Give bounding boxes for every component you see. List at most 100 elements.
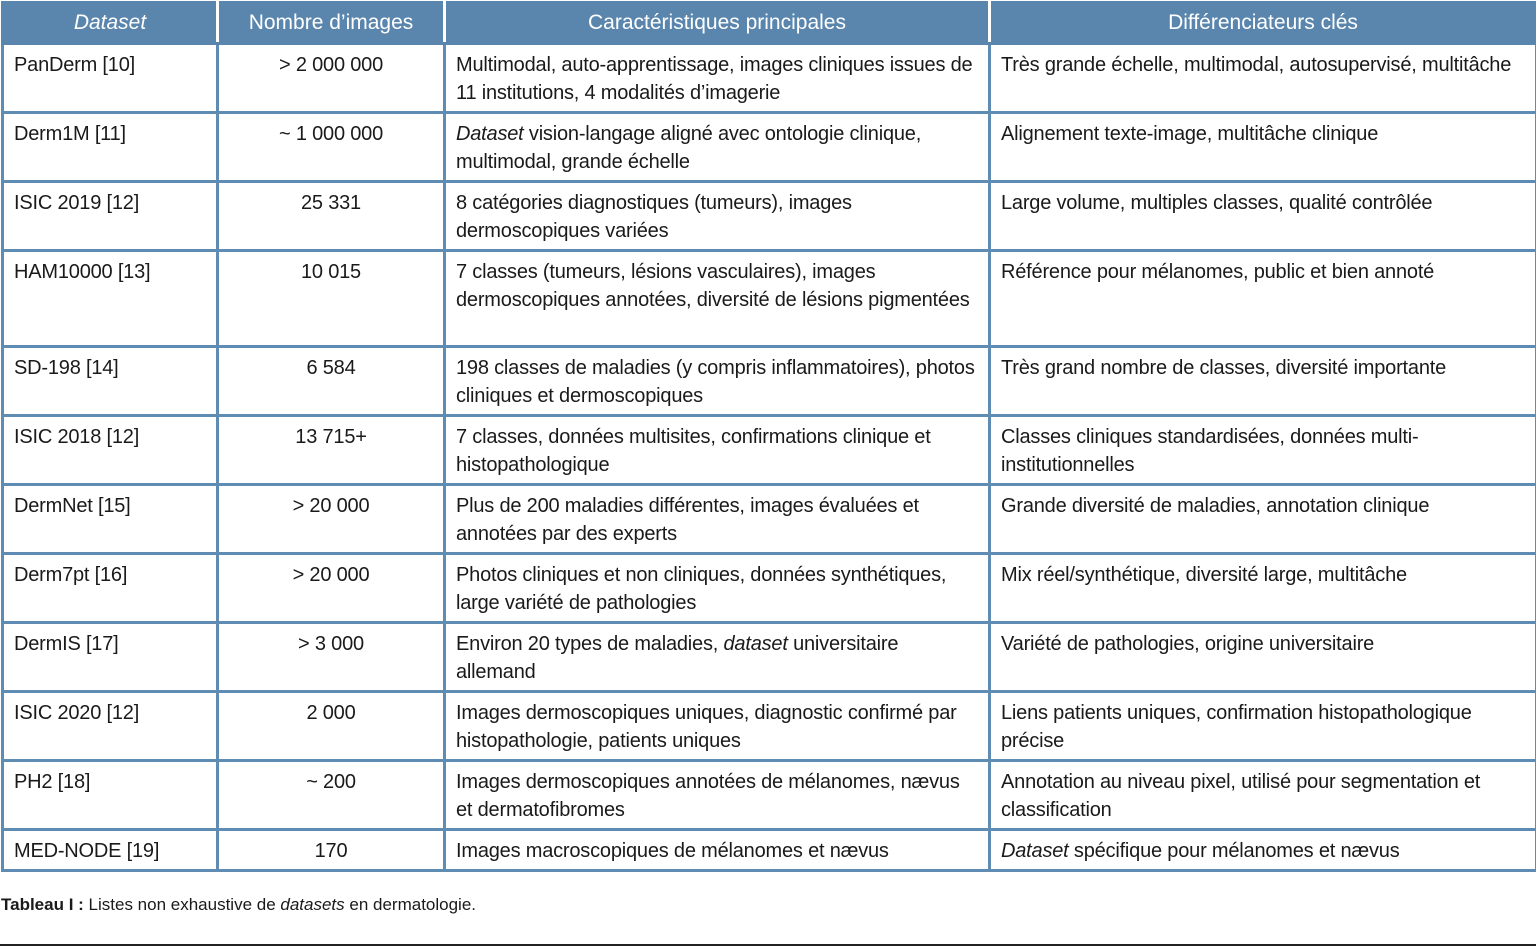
cell-text: Dataset [1001, 840, 1069, 862]
cell-image-count: 170 [216, 828, 446, 872]
cell-dataset-name: MED-NODE [19] [1, 828, 219, 872]
table-header-row: Dataset Nombre d’images Caractéristiques… [1, 1, 1536, 45]
cell-dataset-name: PH2 [18] [1, 759, 219, 831]
cell-text: Large volume, multiples classes, qualité… [1001, 192, 1433, 214]
cell-text: Variété de pathologies, origine universi… [1001, 633, 1375, 655]
cell-text: Dataset [456, 123, 524, 145]
header-features: Caractéristiques principales [443, 1, 991, 45]
caption-text: Listes non exhaustive de [83, 895, 281, 914]
cell-image-count: ~ 200 [216, 759, 446, 831]
cell-text: universitaire allemand [456, 633, 899, 683]
table-row: ISIC 2019 [12] 25 331 8 catégories diagnos… [1, 180, 1536, 252]
cell-text: 8 catégories diagnostiques (tumeurs), im… [456, 192, 852, 242]
cell-features: Images dermoscopiques annotées de mélano… [443, 759, 991, 831]
cell-dataset-name: ISIC 2018 [12] [1, 414, 219, 486]
cell-differentiators: Très grand nombre de classes, diversité … [988, 345, 1536, 417]
table-row: DermIS [17] > 3 000 Environ 20 types de ma… [1, 621, 1536, 693]
cell-dataset-name: SD-198 [14] [1, 345, 219, 417]
table-row: ISIC 2020 [12] 2 000 Images dermoscopiques… [1, 690, 1536, 762]
cell-features: Images macroscopiques de mélanomes et næ… [443, 828, 991, 872]
cell-text: Annotation au niveau pixel, utilisé pour… [1001, 771, 1481, 821]
header-dataset: Dataset [1, 1, 219, 45]
cell-differentiators: Annotation au niveau pixel, utilisé pour… [988, 759, 1536, 831]
cell-features: Environ 20 types de maladies, dataset un… [443, 621, 991, 693]
cell-text: Liens patients uniques, confirmation his… [1001, 702, 1472, 752]
cell-dataset-name: Derm7pt [16] [1, 552, 219, 624]
table-row: MED-NODE [19] 170 Images macroscopiques de… [1, 828, 1536, 872]
table-row: DermNet [15] > 20 000 Plus de 200 maladies… [1, 483, 1536, 555]
cell-features: Images dermoscopiques uniques, diagnosti… [443, 690, 991, 762]
cell-features: Multimodal, auto-apprentissage, images c… [443, 42, 991, 114]
cell-text: Images dermoscopiques annotées de mélano… [456, 771, 960, 821]
cell-differentiators: Classes cliniques standardisées, données… [988, 414, 1536, 486]
cell-features: 198 classes de maladies (y compris infla… [443, 345, 991, 417]
cell-text: Photos cliniques et non cliniques, donné… [456, 564, 947, 614]
cell-text: Mix réel/synthétique, diversité large, m… [1001, 564, 1407, 586]
cell-image-count: 2 000 [216, 690, 446, 762]
cell-text: Images dermoscopiques uniques, diagnosti… [456, 702, 957, 752]
cell-features: 7 classes, données multisites, confirmat… [443, 414, 991, 486]
cell-text: Plus de 200 maladies différentes, images… [456, 495, 919, 545]
cell-text: Grande diversité de maladies, annotation… [1001, 495, 1430, 517]
cell-text: Environ 20 types de maladies, [456, 633, 724, 655]
cell-dataset-name: ISIC 2019 [12] [1, 180, 219, 252]
cell-differentiators: Référence pour mélanomes, public et bien… [988, 249, 1536, 348]
cell-text: Alignement texte-image, multitâche clini… [1001, 123, 1379, 145]
cell-text: Classes cliniques standardisées, données… [1001, 426, 1419, 476]
cell-image-count: 25 331 [216, 180, 446, 252]
divider [0, 944, 1536, 946]
cell-differentiators: Large volume, multiples classes, qualité… [988, 180, 1536, 252]
cell-text: Multimodal, auto-apprentissage, images c… [456, 54, 973, 104]
table-row: HAM10000 [13] 10 015 7 classes (tumeurs, l… [1, 249, 1536, 348]
cell-image-count: > 2 000 000 [216, 42, 446, 114]
cell-differentiators: Grande diversité de maladies, annotation… [988, 483, 1536, 555]
cell-image-count: 10 015 [216, 249, 446, 348]
cell-text: Très grand nombre de classes, diversité … [1001, 357, 1447, 379]
cell-dataset-name: ISIC 2020 [12] [1, 690, 219, 762]
cell-image-count: > 20 000 [216, 552, 446, 624]
cell-image-count: ~ 1 000 000 [216, 111, 446, 183]
cell-differentiators: Dataset spécifique pour mélanomes et næv… [988, 828, 1536, 872]
cell-text: Très grande échelle, multimodal, autosup… [1001, 54, 1512, 76]
cell-text: 7 classes, données multisites, confirmat… [456, 426, 931, 476]
cell-differentiators: Alignement texte-image, multitâche clini… [988, 111, 1536, 183]
cell-image-count: > 20 000 [216, 483, 446, 555]
header-count: Nombre d’images [216, 1, 446, 45]
cell-dataset-name: DermIS [17] [1, 621, 219, 693]
cell-text: Référence pour mélanomes, public et bien… [1001, 261, 1435, 283]
cell-dataset-name: Derm1M [11] [1, 111, 219, 183]
caption-italic: datasets [280, 895, 345, 914]
table-row: ISIC 2018 [12] 13 715+ 7 classes, données … [1, 414, 1536, 486]
cell-differentiators: Liens patients uniques, confirmation his… [988, 690, 1536, 762]
datasets-table: Dataset Nombre d’images Caractéristiques… [1, 1, 1536, 872]
header-differentiators: Différenciateurs clés [988, 1, 1536, 45]
cell-features: 8 catégories diagnostiques (tumeurs), im… [443, 180, 991, 252]
table-caption: Tableau I : Listes non exhaustive de dat… [1, 895, 476, 915]
cell-differentiators: Très grande échelle, multimodal, autosup… [988, 42, 1536, 114]
cell-features: Photos cliniques et non cliniques, donné… [443, 552, 991, 624]
cell-image-count: 13 715+ [216, 414, 446, 486]
cell-text: spécifique pour mélanomes et nævus [1068, 840, 1400, 862]
cell-differentiators: Mix réel/synthétique, diversité large, m… [988, 552, 1536, 624]
cell-text: 7 classes (tumeurs, lésions vasculaires)… [456, 261, 970, 311]
table-row: Derm7pt [16] > 20 000 Photos cliniques et … [1, 552, 1536, 624]
cell-differentiators: Variété de pathologies, origine universi… [988, 621, 1536, 693]
caption-label: Tableau I : [1, 895, 84, 914]
cell-features: Dataset vision-langage aligné avec ontol… [443, 111, 991, 183]
cell-image-count: 6 584 [216, 345, 446, 417]
cell-features: Plus de 200 maladies différentes, images… [443, 483, 991, 555]
cell-features: 7 classes (tumeurs, lésions vasculaires)… [443, 249, 991, 348]
cell-text: vision-langage aligné avec ontologie cli… [456, 123, 922, 173]
cell-image-count: > 3 000 [216, 621, 446, 693]
cell-dataset-name: PanDerm [10] [1, 42, 219, 114]
table-row: PH2 [18] ~ 200 Images dermoscopiques annot… [1, 759, 1536, 831]
caption-text-end: en dermatologie. [344, 895, 477, 914]
cell-text: Images macroscopiques de mélanomes et næ… [456, 840, 889, 862]
cell-text: dataset [723, 633, 788, 655]
cell-dataset-name: DermNet [15] [1, 483, 219, 555]
cell-text: 198 classes de maladies (y compris infla… [456, 357, 975, 407]
table-row: SD-198 [14] 6 584 198 classes de maladies … [1, 345, 1536, 417]
table-row: PanDerm [10] > 2 000 000 Multimodal, auto-… [1, 42, 1536, 114]
table-row: Derm1M [11] ~ 1 000 000 Dataset vision-lan… [1, 111, 1536, 183]
cell-dataset-name: HAM10000 [13] [1, 249, 219, 348]
